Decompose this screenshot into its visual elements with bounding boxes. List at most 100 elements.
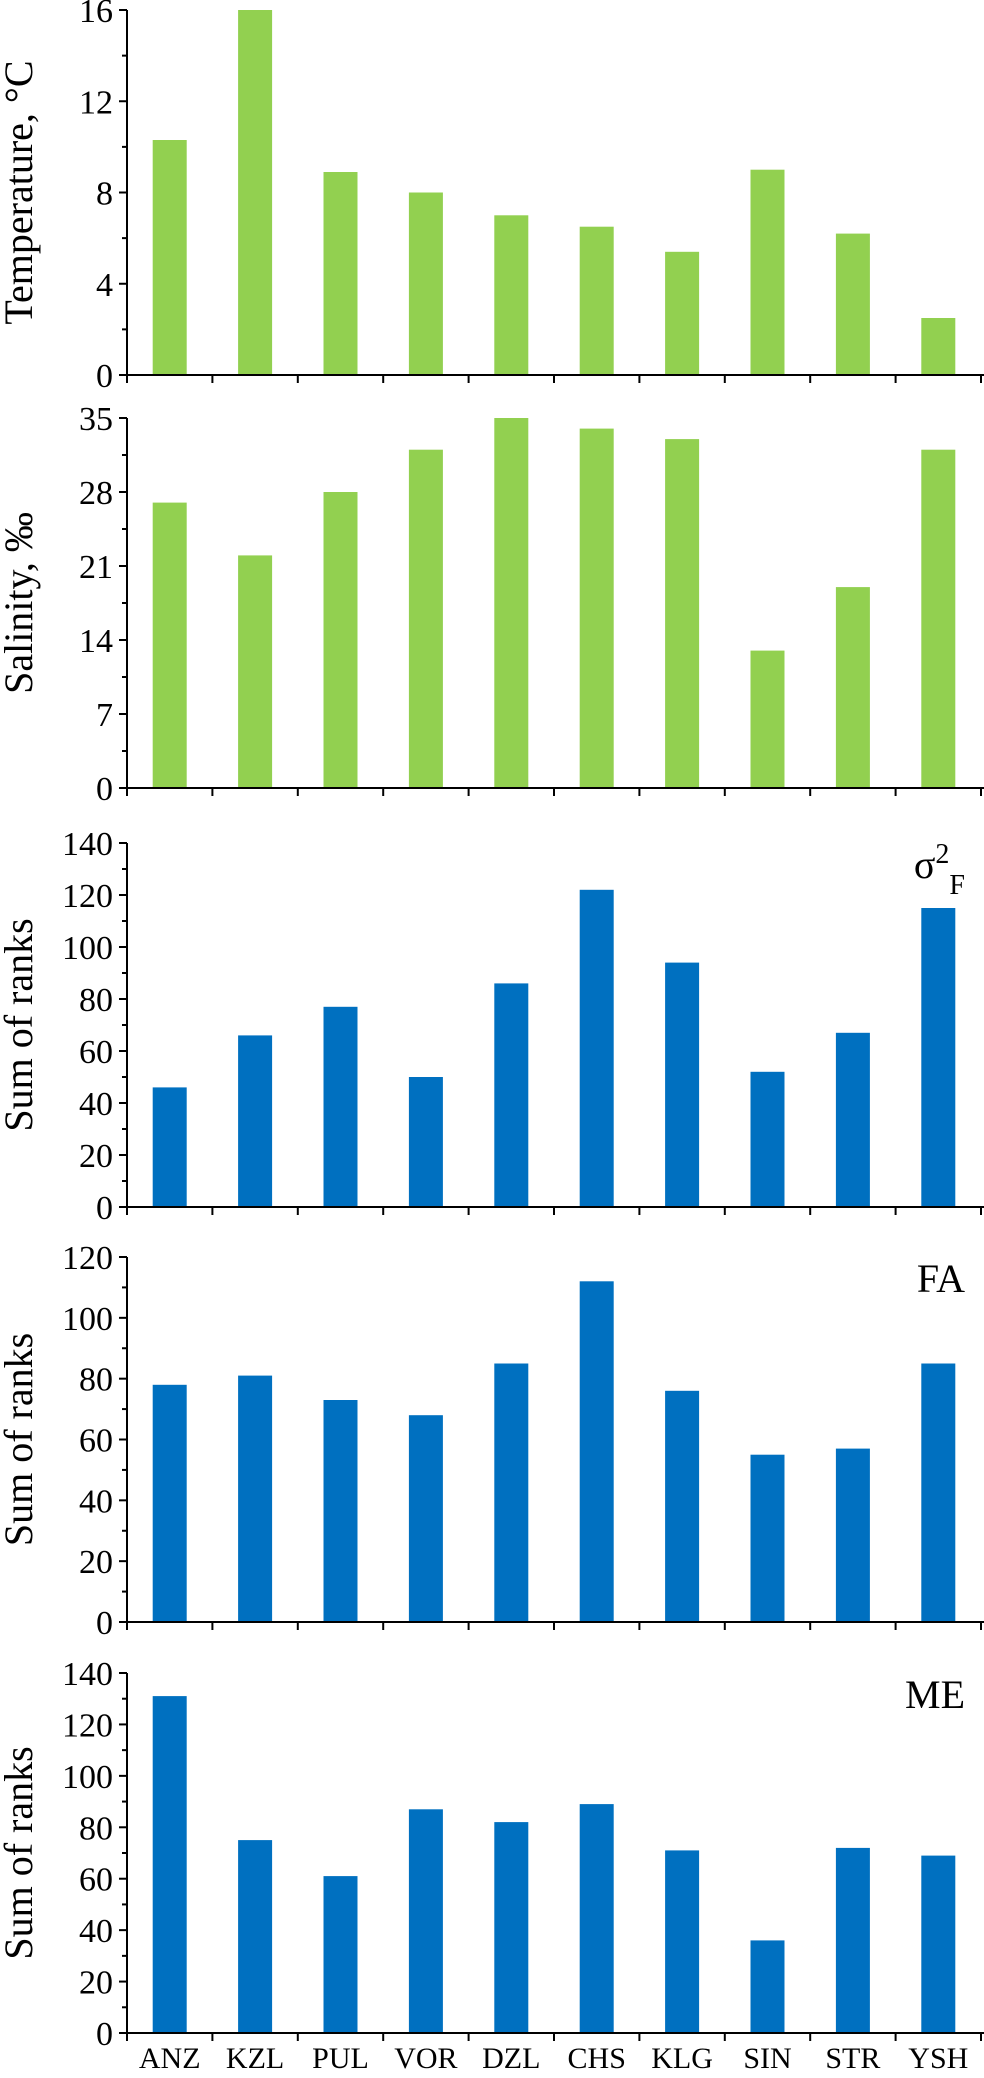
- bar-chs: [579, 889, 614, 1207]
- bar-ysh: [921, 1855, 956, 2033]
- bar-anz: [152, 1384, 187, 1623]
- bar-kzl: [238, 10, 273, 375]
- y-tick-label: 21: [79, 549, 113, 586]
- x-category-label: KZL: [226, 2042, 284, 2075]
- bar-dzl: [494, 1363, 529, 1622]
- bar-str: [835, 1847, 870, 2033]
- y-tick-label: 40: [79, 1913, 113, 1950]
- y-tick-label: 7: [96, 697, 113, 734]
- y-tick-label: 100: [62, 1301, 113, 1338]
- x-category-label: STR: [825, 2042, 880, 2075]
- y-tick-label: 0: [96, 2016, 113, 2053]
- x-category-label: VOR: [394, 2042, 457, 2075]
- y-tick-label: 120: [62, 1240, 113, 1277]
- bar-sin: [750, 1940, 785, 2033]
- y-tick-label: 20: [79, 1544, 113, 1581]
- y-tick-label: 20: [79, 1138, 113, 1175]
- bar-kzl: [238, 1035, 273, 1207]
- y-tick-label: 0: [96, 1605, 113, 1642]
- bar-str: [835, 233, 870, 375]
- y-tick-label: 80: [79, 1810, 113, 1847]
- bar-anz: [152, 140, 187, 375]
- bar-anz: [152, 502, 187, 788]
- bar-chs: [579, 1804, 614, 2033]
- y-tick-label: 35: [79, 401, 113, 438]
- bar-kzl: [238, 555, 273, 788]
- y-axis-label: Sum of ranks: [0, 1746, 41, 1959]
- y-tick-label: 20: [79, 1965, 113, 2002]
- x-category-label: KLG: [651, 2042, 713, 2075]
- bar-dzl: [494, 1822, 529, 2033]
- bar-str: [835, 1032, 870, 1207]
- panel-annotation: σ2F: [914, 839, 965, 901]
- bar-sin: [750, 1071, 785, 1207]
- bar-pul: [323, 1876, 358, 2033]
- bar-klg: [665, 251, 700, 375]
- x-category-label: PUL: [312, 2042, 369, 2075]
- bar-ysh: [921, 1363, 956, 1622]
- y-tick-label: 100: [62, 930, 113, 967]
- y-tick-label: 14: [79, 623, 113, 660]
- bar-klg: [665, 1850, 700, 2033]
- bar-kzl: [238, 1375, 273, 1622]
- x-category-label: SIN: [743, 2042, 791, 2075]
- chart-panel-2: 0 7 14 21 28 35 Salinity, ‰: [0, 401, 984, 808]
- y-tick-label: 28: [79, 475, 113, 512]
- bar-klg: [665, 962, 700, 1207]
- bar-dzl: [494, 418, 529, 788]
- chart-panel-3: 0 20 40 60 80 100 120 140 Sum of ranks σ2F: [0, 826, 984, 1227]
- bar-sin: [750, 1454, 785, 1622]
- bar-pul: [323, 1400, 358, 1622]
- bar-klg: [665, 1390, 700, 1622]
- chart-panel-1: 0 4 8 12 16 Temperature, °C: [0, 0, 984, 395]
- chart-panel-4: 0 20 40 60 80 100 120 Sum of ranks FA: [0, 1240, 984, 1642]
- x-category-label: YSH: [908, 2042, 968, 2075]
- bar-vor: [408, 1809, 443, 2033]
- y-tick-label: 0: [96, 771, 113, 808]
- y-axis-label: Sum of ranks: [0, 1333, 41, 1546]
- bar-pul: [323, 172, 358, 375]
- x-category-label: CHS: [568, 2042, 626, 2075]
- bar-pul: [323, 492, 358, 788]
- bar-chs: [579, 226, 614, 375]
- bar-kzl: [238, 1840, 273, 2033]
- bar-ysh: [921, 908, 956, 1207]
- y-tick-label: 12: [79, 84, 113, 121]
- bar-dzl: [494, 215, 529, 375]
- bar-sin: [750, 650, 785, 788]
- panel-annotation: FA: [917, 1256, 965, 1301]
- bar-chs: [579, 428, 614, 788]
- y-tick-label: 0: [96, 358, 113, 395]
- bar-vor: [408, 1415, 443, 1622]
- y-tick-label: 120: [62, 1707, 113, 1744]
- y-tick-label: 4: [96, 267, 113, 304]
- bar-klg: [665, 439, 700, 788]
- bar-ysh: [921, 318, 956, 375]
- y-axis-label: Salinity, ‰: [0, 512, 41, 694]
- y-tick-label: 80: [79, 1362, 113, 1399]
- y-tick-label: 80: [79, 982, 113, 1019]
- bar-str: [835, 1448, 870, 1622]
- x-category-label: ANZ: [139, 2042, 201, 2075]
- bar-chs: [579, 1281, 614, 1622]
- bar-ysh: [921, 449, 956, 788]
- y-tick-label: 40: [79, 1483, 113, 1520]
- y-tick-label: 60: [79, 1034, 113, 1071]
- y-tick-label: 140: [62, 826, 113, 863]
- panel-annotation: ME: [905, 1672, 965, 1717]
- y-tick-label: 16: [79, 0, 113, 30]
- y-axis-label: Sum of ranks: [0, 918, 41, 1131]
- bar-str: [835, 587, 870, 788]
- bar-sin: [750, 169, 785, 375]
- bar-pul: [323, 1006, 358, 1207]
- y-tick-label: 60: [79, 1423, 113, 1460]
- chart-panel-5: 0 20 40 60 80 100 120 140 Sum of ranks ME ANZ KZL PU…: [0, 1656, 984, 2075]
- y-tick-label: 120: [62, 878, 113, 915]
- bar-vor: [408, 1077, 443, 1207]
- y-tick-label: 40: [79, 1086, 113, 1123]
- bar-dzl: [494, 983, 529, 1207]
- y-tick-label: 100: [62, 1759, 113, 1796]
- bar-vor: [408, 449, 443, 788]
- bar-vor: [408, 192, 443, 375]
